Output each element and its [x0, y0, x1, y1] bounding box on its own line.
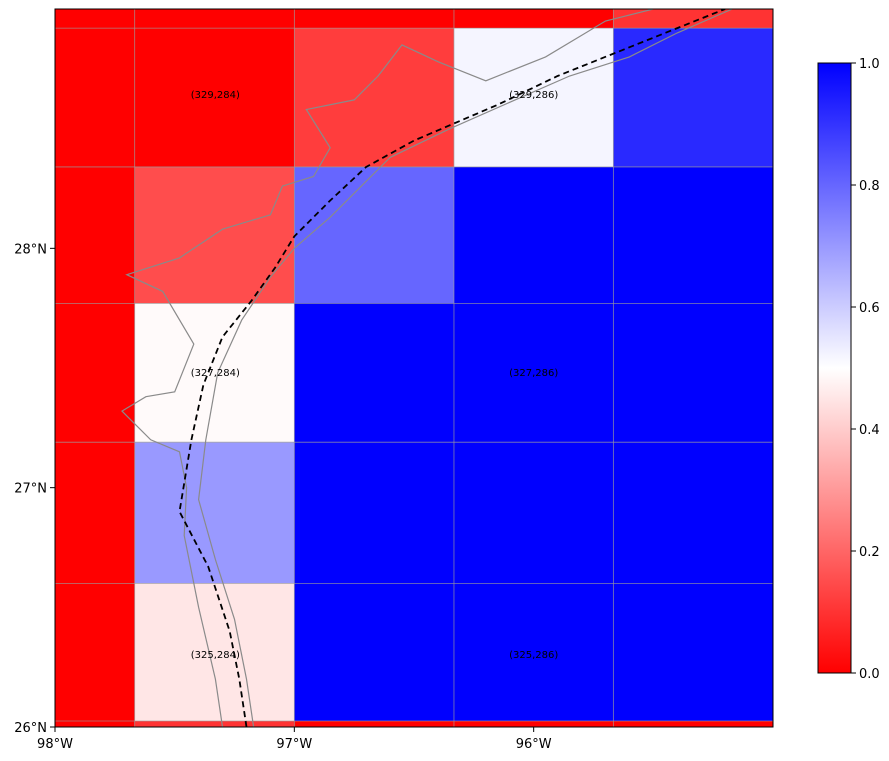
colorbar-tick-label: 0.6 [859, 301, 880, 316]
heatmap-cell [613, 303, 773, 442]
cell-label: (329,284) [191, 90, 240, 101]
heatmap-cell [454, 442, 613, 583]
x-tick-label: 97°W [276, 737, 312, 752]
heatmap-cell [294, 442, 454, 583]
y-axis: 26°N 27°N 28°N [14, 242, 55, 736]
heatmap-cell [613, 583, 773, 721]
cell-label: (325,286) [509, 650, 558, 661]
heatmap-cell [613, 721, 773, 727]
map-area: (325,284) (325,286) (327,284) (327,286) (329… [55, 9, 773, 727]
colorbar: 0.0 0.2 0.4 0.6 0.8 1.0 [818, 57, 880, 682]
heatmap-cell [55, 303, 135, 442]
cell-label: (327,284) [191, 368, 240, 379]
heatmap-cells [55, 9, 773, 727]
heatmap-cell [135, 9, 295, 28]
heatmap-cell [454, 167, 613, 303]
x-tick-label: 96°W [516, 737, 552, 752]
heatmap-cell [294, 9, 454, 28]
heatmap-cell [55, 721, 135, 727]
heatmap-cell [135, 442, 295, 583]
heatmap-cell [613, 9, 773, 28]
colorbar-tick-label: 1.0 [859, 57, 880, 72]
colorbar-gradient [818, 63, 851, 673]
heatmap-cell [55, 28, 135, 167]
colorbar-tick-label: 0.0 [859, 667, 880, 682]
colorbar-tick-label: 0.2 [859, 545, 880, 560]
heatmap-cell [55, 167, 135, 303]
heatmap-cell [55, 9, 135, 28]
cell-label: (327,286) [509, 368, 558, 379]
heatmap-cell [294, 167, 454, 303]
heatmap-cell [294, 28, 454, 167]
heatmap-cell [294, 583, 454, 721]
y-tick-label: 27°N [14, 482, 47, 497]
x-tick-label: 98°W [37, 737, 73, 752]
heatmap-cell [294, 303, 454, 442]
heatmap-cell [613, 28, 773, 167]
y-tick-label: 28°N [14, 242, 47, 257]
heatmap-cell [55, 583, 135, 721]
colorbar-tick-label: 0.4 [859, 423, 880, 438]
heatmap-cell [294, 721, 454, 727]
heatmap-cell [613, 442, 773, 583]
heatmap-cell [454, 9, 613, 28]
y-tick-label: 26°N [14, 721, 47, 736]
x-axis: 98°W 97°W 96°W [37, 727, 552, 752]
heatmap-cell [454, 721, 613, 727]
heatmap-cell [55, 442, 135, 583]
heatmap-cell [135, 721, 295, 727]
heatmap-cell [613, 167, 773, 303]
colorbar-ticks: 0.0 0.2 0.4 0.6 0.8 1.0 [851, 57, 880, 682]
colorbar-tick-label: 0.8 [859, 179, 880, 194]
cell-label: (329,286) [509, 90, 558, 101]
cell-label: (325,284) [191, 650, 240, 661]
